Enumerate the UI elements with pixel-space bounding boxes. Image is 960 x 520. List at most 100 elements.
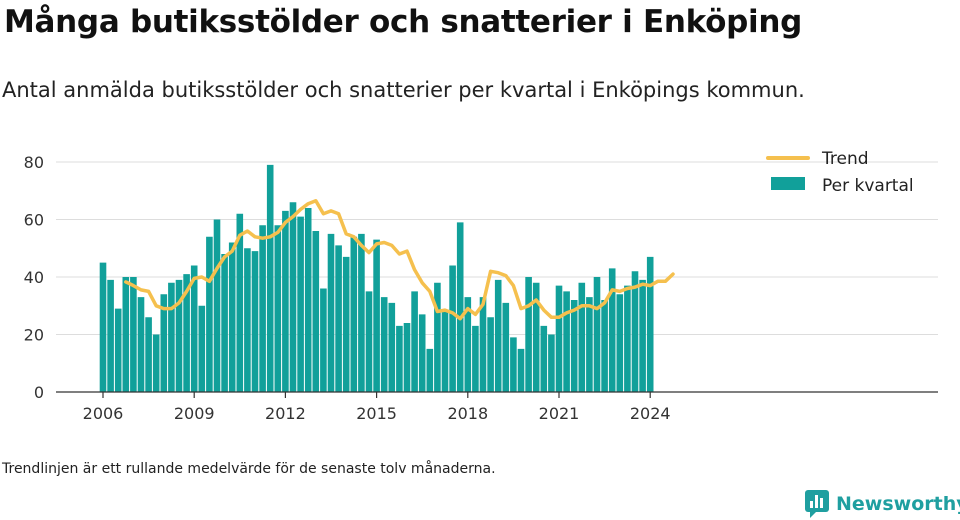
bar xyxy=(350,236,358,392)
bar xyxy=(327,233,335,392)
legend-bars-label: Per kvartal xyxy=(822,176,914,196)
bar xyxy=(464,297,472,392)
y-tick-label: 20 xyxy=(24,326,44,345)
bar xyxy=(570,300,578,392)
x-tick-label: 2009 xyxy=(174,404,215,423)
y-axis-ticks: 0 20 40 60 80 xyxy=(24,153,44,402)
bar xyxy=(99,262,107,392)
bar xyxy=(304,208,312,392)
bar xyxy=(449,265,456,392)
bar xyxy=(380,297,388,392)
bar xyxy=(365,291,373,392)
bar xyxy=(593,277,601,392)
bar xyxy=(411,291,418,392)
bar xyxy=(122,277,130,392)
bar xyxy=(608,268,616,392)
bar xyxy=(160,294,168,392)
chart-title: Många butiksstölder och snatterier i Enk… xyxy=(4,4,802,40)
bar xyxy=(441,311,449,392)
bar xyxy=(487,317,494,392)
bar xyxy=(616,294,624,392)
bar xyxy=(586,297,593,392)
bar xyxy=(114,308,122,392)
bar xyxy=(289,202,297,392)
bar xyxy=(297,216,304,392)
bar xyxy=(335,245,342,392)
bar xyxy=(548,334,555,392)
x-tick-label: 2015 xyxy=(356,404,397,423)
bar xyxy=(479,297,487,392)
bar xyxy=(145,317,152,392)
bar xyxy=(373,239,380,392)
bar xyxy=(426,348,434,392)
bar xyxy=(502,302,510,392)
bar xyxy=(137,297,145,392)
legend: Trend Per kvartal xyxy=(766,149,914,196)
bar xyxy=(213,219,221,392)
x-tick-label: 2021 xyxy=(539,404,580,423)
bar xyxy=(540,325,548,392)
bar xyxy=(236,213,244,392)
bar xyxy=(320,288,327,392)
bar xyxy=(555,285,563,392)
bar xyxy=(525,277,532,392)
bar xyxy=(274,225,282,392)
bar xyxy=(183,274,190,392)
bar xyxy=(221,254,228,392)
bars-per-kvartal xyxy=(99,164,654,392)
trend-line-layer xyxy=(124,199,675,321)
bar xyxy=(396,325,403,392)
bar xyxy=(631,271,639,392)
bar xyxy=(259,225,266,392)
bar xyxy=(312,231,320,392)
bar xyxy=(624,285,631,392)
bar xyxy=(532,282,540,392)
bar xyxy=(601,300,608,392)
bar xyxy=(168,282,175,392)
legend-bars-swatch xyxy=(771,177,805,190)
bar xyxy=(563,291,570,392)
x-tick-label: 2006 xyxy=(83,404,124,423)
bar xyxy=(175,279,183,392)
y-tick-label: 40 xyxy=(24,268,44,287)
chart-subtitle: Antal anmälda butiksstölder och snatteri… xyxy=(2,78,805,102)
bar xyxy=(107,279,114,392)
bar xyxy=(342,256,350,392)
bar xyxy=(358,233,365,392)
bar xyxy=(456,222,464,392)
bar xyxy=(228,242,236,392)
bar xyxy=(403,323,411,392)
brand-name: Newsworthy xyxy=(836,493,960,515)
bar xyxy=(388,302,396,392)
bar xyxy=(639,279,646,392)
x-tick-label: 2024 xyxy=(630,404,671,423)
bar xyxy=(152,334,160,392)
trend-line xyxy=(124,199,675,321)
y-tick-label: 60 xyxy=(24,211,44,230)
bar xyxy=(418,314,426,392)
bar xyxy=(251,251,259,392)
bar xyxy=(266,164,274,392)
y-tick-label: 0 xyxy=(34,383,44,402)
newsworthy-logo-icon xyxy=(805,490,829,518)
bar xyxy=(472,325,479,392)
bar xyxy=(244,248,251,392)
bar xyxy=(198,305,206,392)
x-tick-label: 2018 xyxy=(447,404,488,423)
bar xyxy=(434,282,441,392)
x-tick-label: 2012 xyxy=(265,404,306,423)
footnote: Trendlinjen är ett rullande medelvärde f… xyxy=(2,461,496,477)
x-axis: 2006 2009 2012 2015 2018 2021 2024 xyxy=(56,391,938,423)
bar xyxy=(190,265,198,392)
bar xyxy=(578,282,586,392)
bar xyxy=(206,236,213,392)
bar xyxy=(510,337,517,392)
bar xyxy=(517,348,525,392)
newsworthy-brand[interactable]: Newsworthy xyxy=(804,489,960,519)
bar xyxy=(282,210,289,392)
bar xyxy=(130,277,137,392)
y-tick-label: 80 xyxy=(24,153,44,172)
bar xyxy=(494,279,502,392)
bar xyxy=(646,256,654,392)
legend-trend-label: Trend xyxy=(821,149,869,169)
